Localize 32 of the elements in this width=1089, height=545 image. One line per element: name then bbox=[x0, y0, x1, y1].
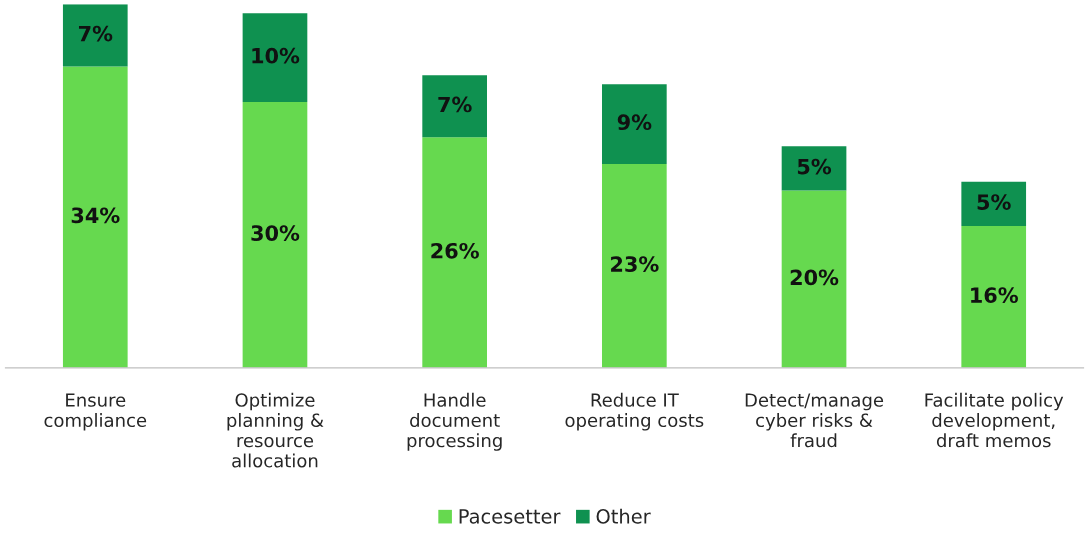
data-label: 34% bbox=[71, 207, 120, 224]
data-label: 30% bbox=[251, 225, 300, 241]
legend-label: Other bbox=[596, 508, 651, 524]
data-label: 20% bbox=[790, 269, 839, 286]
bar bbox=[961, 181, 1027, 227]
bar bbox=[602, 84, 667, 164]
x-tick-label: Handle document processing bbox=[407, 392, 502, 451]
bar bbox=[781, 146, 847, 191]
data-label: 7% bbox=[79, 25, 113, 42]
x-tick-label: Reduce IT operating costs bbox=[565, 392, 704, 431]
x-tick-label: Optimize planning & resource allocation bbox=[227, 392, 324, 468]
x-tick-label: Detect/manage cyber risks & fraud bbox=[745, 393, 884, 448]
legend-label: Pacesetter bbox=[459, 509, 561, 524]
bar bbox=[422, 75, 487, 138]
bar bbox=[242, 13, 308, 102]
bar bbox=[422, 137, 487, 368]
bar bbox=[781, 190, 847, 368]
data-label: 5% bbox=[797, 158, 832, 175]
x-tick-label: Ensure compliance bbox=[44, 393, 147, 431]
data-label: 5% bbox=[977, 194, 1011, 210]
data-label: 9% bbox=[617, 114, 652, 131]
bar bbox=[62, 66, 128, 368]
bar bbox=[602, 163, 667, 368]
bar bbox=[961, 226, 1027, 368]
bar bbox=[62, 4, 128, 67]
data-label: 7% bbox=[438, 96, 472, 113]
data-label: 26% bbox=[431, 242, 479, 259]
data-label: 23% bbox=[611, 256, 659, 272]
data-label: 10% bbox=[252, 47, 300, 64]
data-label: 16% bbox=[971, 287, 1018, 303]
x-tick-label: Facilitate policy development, draft memos bbox=[925, 392, 1064, 448]
bar bbox=[242, 101, 308, 368]
